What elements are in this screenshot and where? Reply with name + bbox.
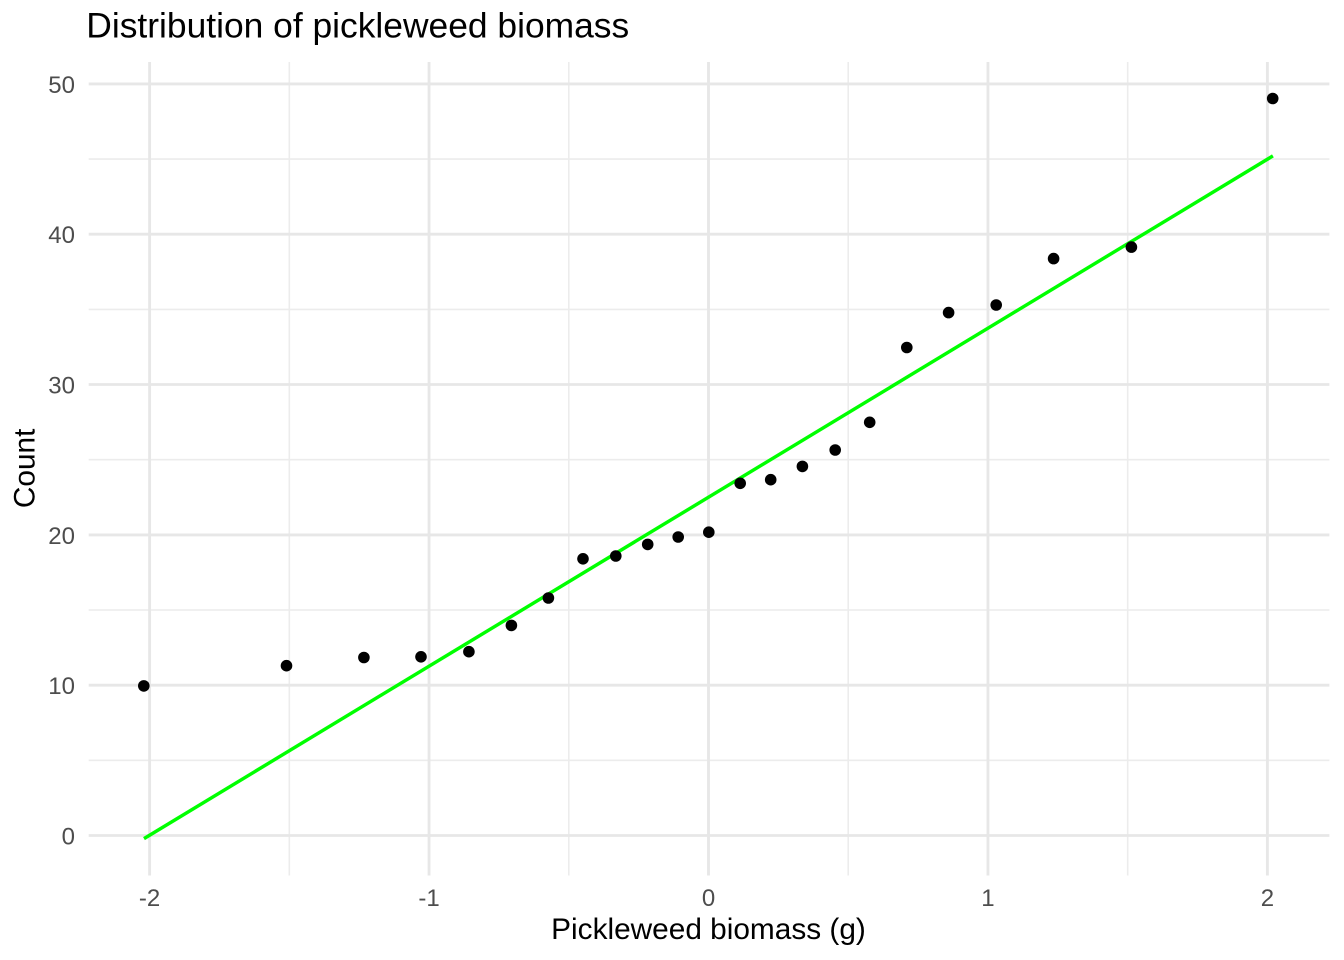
svg-text:20: 20 bbox=[48, 523, 75, 550]
svg-text:1: 1 bbox=[981, 885, 994, 912]
svg-text:-2: -2 bbox=[139, 885, 160, 912]
svg-text:10: 10 bbox=[48, 673, 75, 700]
svg-text:Distribution of pickleweed bio: Distribution of pickleweed biomass bbox=[86, 6, 629, 46]
svg-text:Count: Count bbox=[9, 428, 42, 508]
svg-text:30: 30 bbox=[48, 373, 75, 400]
svg-text:0: 0 bbox=[62, 824, 75, 851]
svg-text:40: 40 bbox=[48, 222, 75, 249]
svg-text:-1: -1 bbox=[418, 885, 439, 912]
svg-text:0: 0 bbox=[702, 885, 715, 912]
svg-text:Pickleweed biomass (g): Pickleweed biomass (g) bbox=[551, 913, 866, 946]
svg-text:2: 2 bbox=[1261, 885, 1274, 912]
svg-text:50: 50 bbox=[48, 72, 75, 99]
